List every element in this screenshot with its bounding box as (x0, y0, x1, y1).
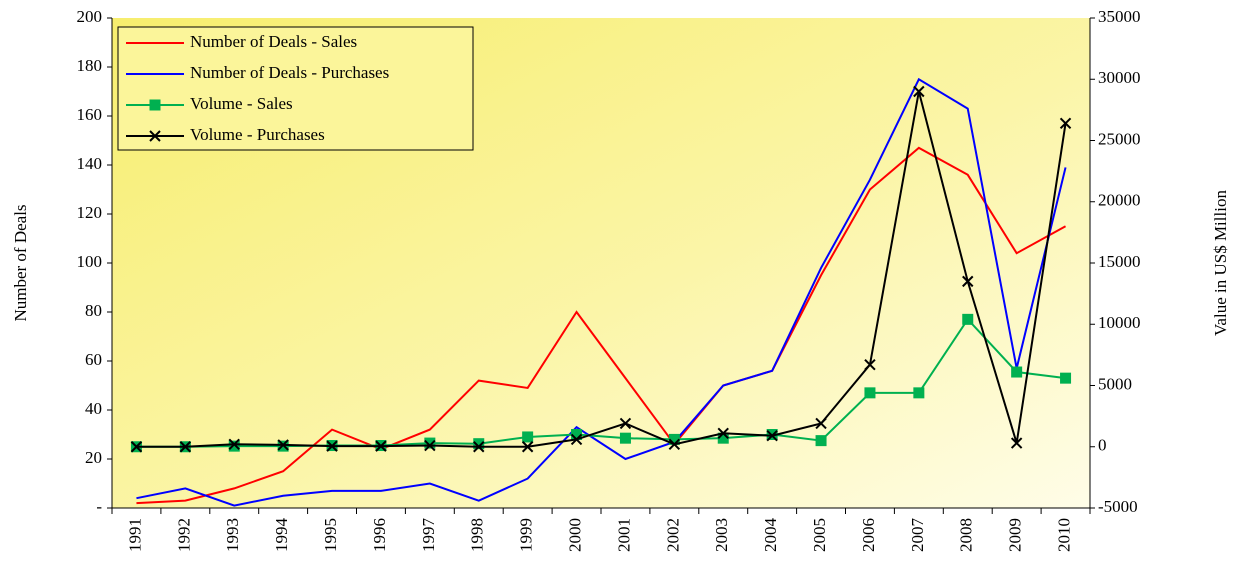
marker (619, 432, 631, 444)
x-tick-label: 1995 (321, 518, 340, 552)
legend-label: Number of Deals - Purchases (190, 63, 389, 82)
y2-tick-label: 0 (1098, 436, 1107, 455)
marker (913, 85, 925, 98)
x-tick-label: 2004 (761, 518, 780, 553)
marker (864, 387, 876, 399)
y2-axis-label: Value in US$ Million (1211, 190, 1230, 336)
marker (619, 417, 632, 430)
x-tick-label: 1993 (223, 518, 242, 552)
x-tick-label: 1999 (517, 518, 536, 552)
series-line (136, 91, 1067, 448)
legend-label: Number of Deals - Sales (190, 32, 357, 51)
y-tick-label: 160 (77, 105, 103, 124)
x-tick-label: 1998 (468, 518, 487, 552)
marker (864, 358, 876, 371)
x-tick-label: 2008 (957, 518, 976, 552)
marker (1060, 372, 1072, 384)
marker (570, 433, 583, 446)
x-tick-label: 2007 (908, 518, 927, 553)
x-tick-label: 1991 (125, 518, 144, 552)
y-tick-label: - (96, 497, 102, 516)
y-tick-label: 140 (77, 154, 103, 173)
y-tick-label: 180 (77, 56, 103, 75)
y2-tick-label: -5000 (1098, 497, 1138, 516)
x-tick-label: 2010 (1054, 518, 1073, 552)
marker (179, 441, 192, 453)
marker (424, 439, 436, 452)
marker (717, 432, 729, 444)
marker (424, 437, 436, 449)
y-tick-label: 100 (77, 252, 103, 271)
y-tick-label: 40 (85, 399, 102, 418)
y2-tick-label: 25000 (1098, 129, 1141, 148)
marker (668, 433, 680, 445)
x-tick-label: 2003 (712, 518, 731, 552)
marker (228, 438, 240, 451)
marker (717, 427, 729, 439)
x-tick-label: 1992 (174, 518, 193, 552)
marker (149, 130, 161, 142)
marker (1011, 366, 1023, 378)
marker (473, 441, 485, 453)
marker (913, 387, 925, 399)
marker (375, 440, 387, 452)
series-line (136, 146, 1067, 505)
marker (815, 417, 827, 430)
y-axis-label: Number of Deals (11, 204, 30, 321)
marker (1010, 437, 1023, 449)
marker (130, 441, 143, 453)
y2-tick-label: 10000 (1098, 313, 1141, 332)
legend-box (117, 26, 474, 151)
marker (228, 440, 240, 452)
marker (473, 438, 485, 450)
marker (962, 313, 974, 325)
x-tick-label: 2006 (859, 518, 878, 552)
y2-tick-label: 15000 (1098, 252, 1141, 271)
x-tick-label: 2005 (810, 518, 829, 552)
marker (766, 430, 778, 442)
y-tick-label: 60 (85, 350, 102, 369)
marker (668, 438, 681, 451)
y-tick-label: 80 (85, 301, 102, 320)
marker (521, 441, 534, 453)
x-tick-label: 2009 (1006, 518, 1025, 552)
marker (1059, 117, 1072, 130)
y2-tick-label: 35000 (1098, 7, 1141, 26)
x-tick-label: 2000 (565, 518, 584, 552)
marker (571, 429, 583, 440)
series-line (136, 77, 1067, 507)
legend-label: Volume - Purchases (190, 125, 325, 144)
marker (326, 440, 338, 452)
y2-tick-label: 5000 (1098, 374, 1132, 393)
x-tick-label: 1997 (419, 518, 438, 553)
y2-tick-label: 30000 (1098, 68, 1141, 87)
x-tick-label: 2001 (614, 518, 633, 552)
y2-tick-label: 20000 (1098, 191, 1141, 210)
y-tick-label: 200 (77, 7, 103, 26)
marker (149, 99, 161, 111)
x-tick-label: 1996 (370, 518, 389, 552)
marker (277, 439, 289, 451)
y-tick-label: 20 (85, 448, 102, 467)
y-tick-label: 120 (77, 203, 103, 222)
marker (962, 275, 974, 288)
marker (522, 431, 534, 443)
x-tick-label: 2002 (663, 518, 682, 552)
x-tick-label: 1994 (272, 518, 291, 553)
legend-label: Volume - Sales (190, 94, 293, 113)
marker (815, 435, 827, 447)
